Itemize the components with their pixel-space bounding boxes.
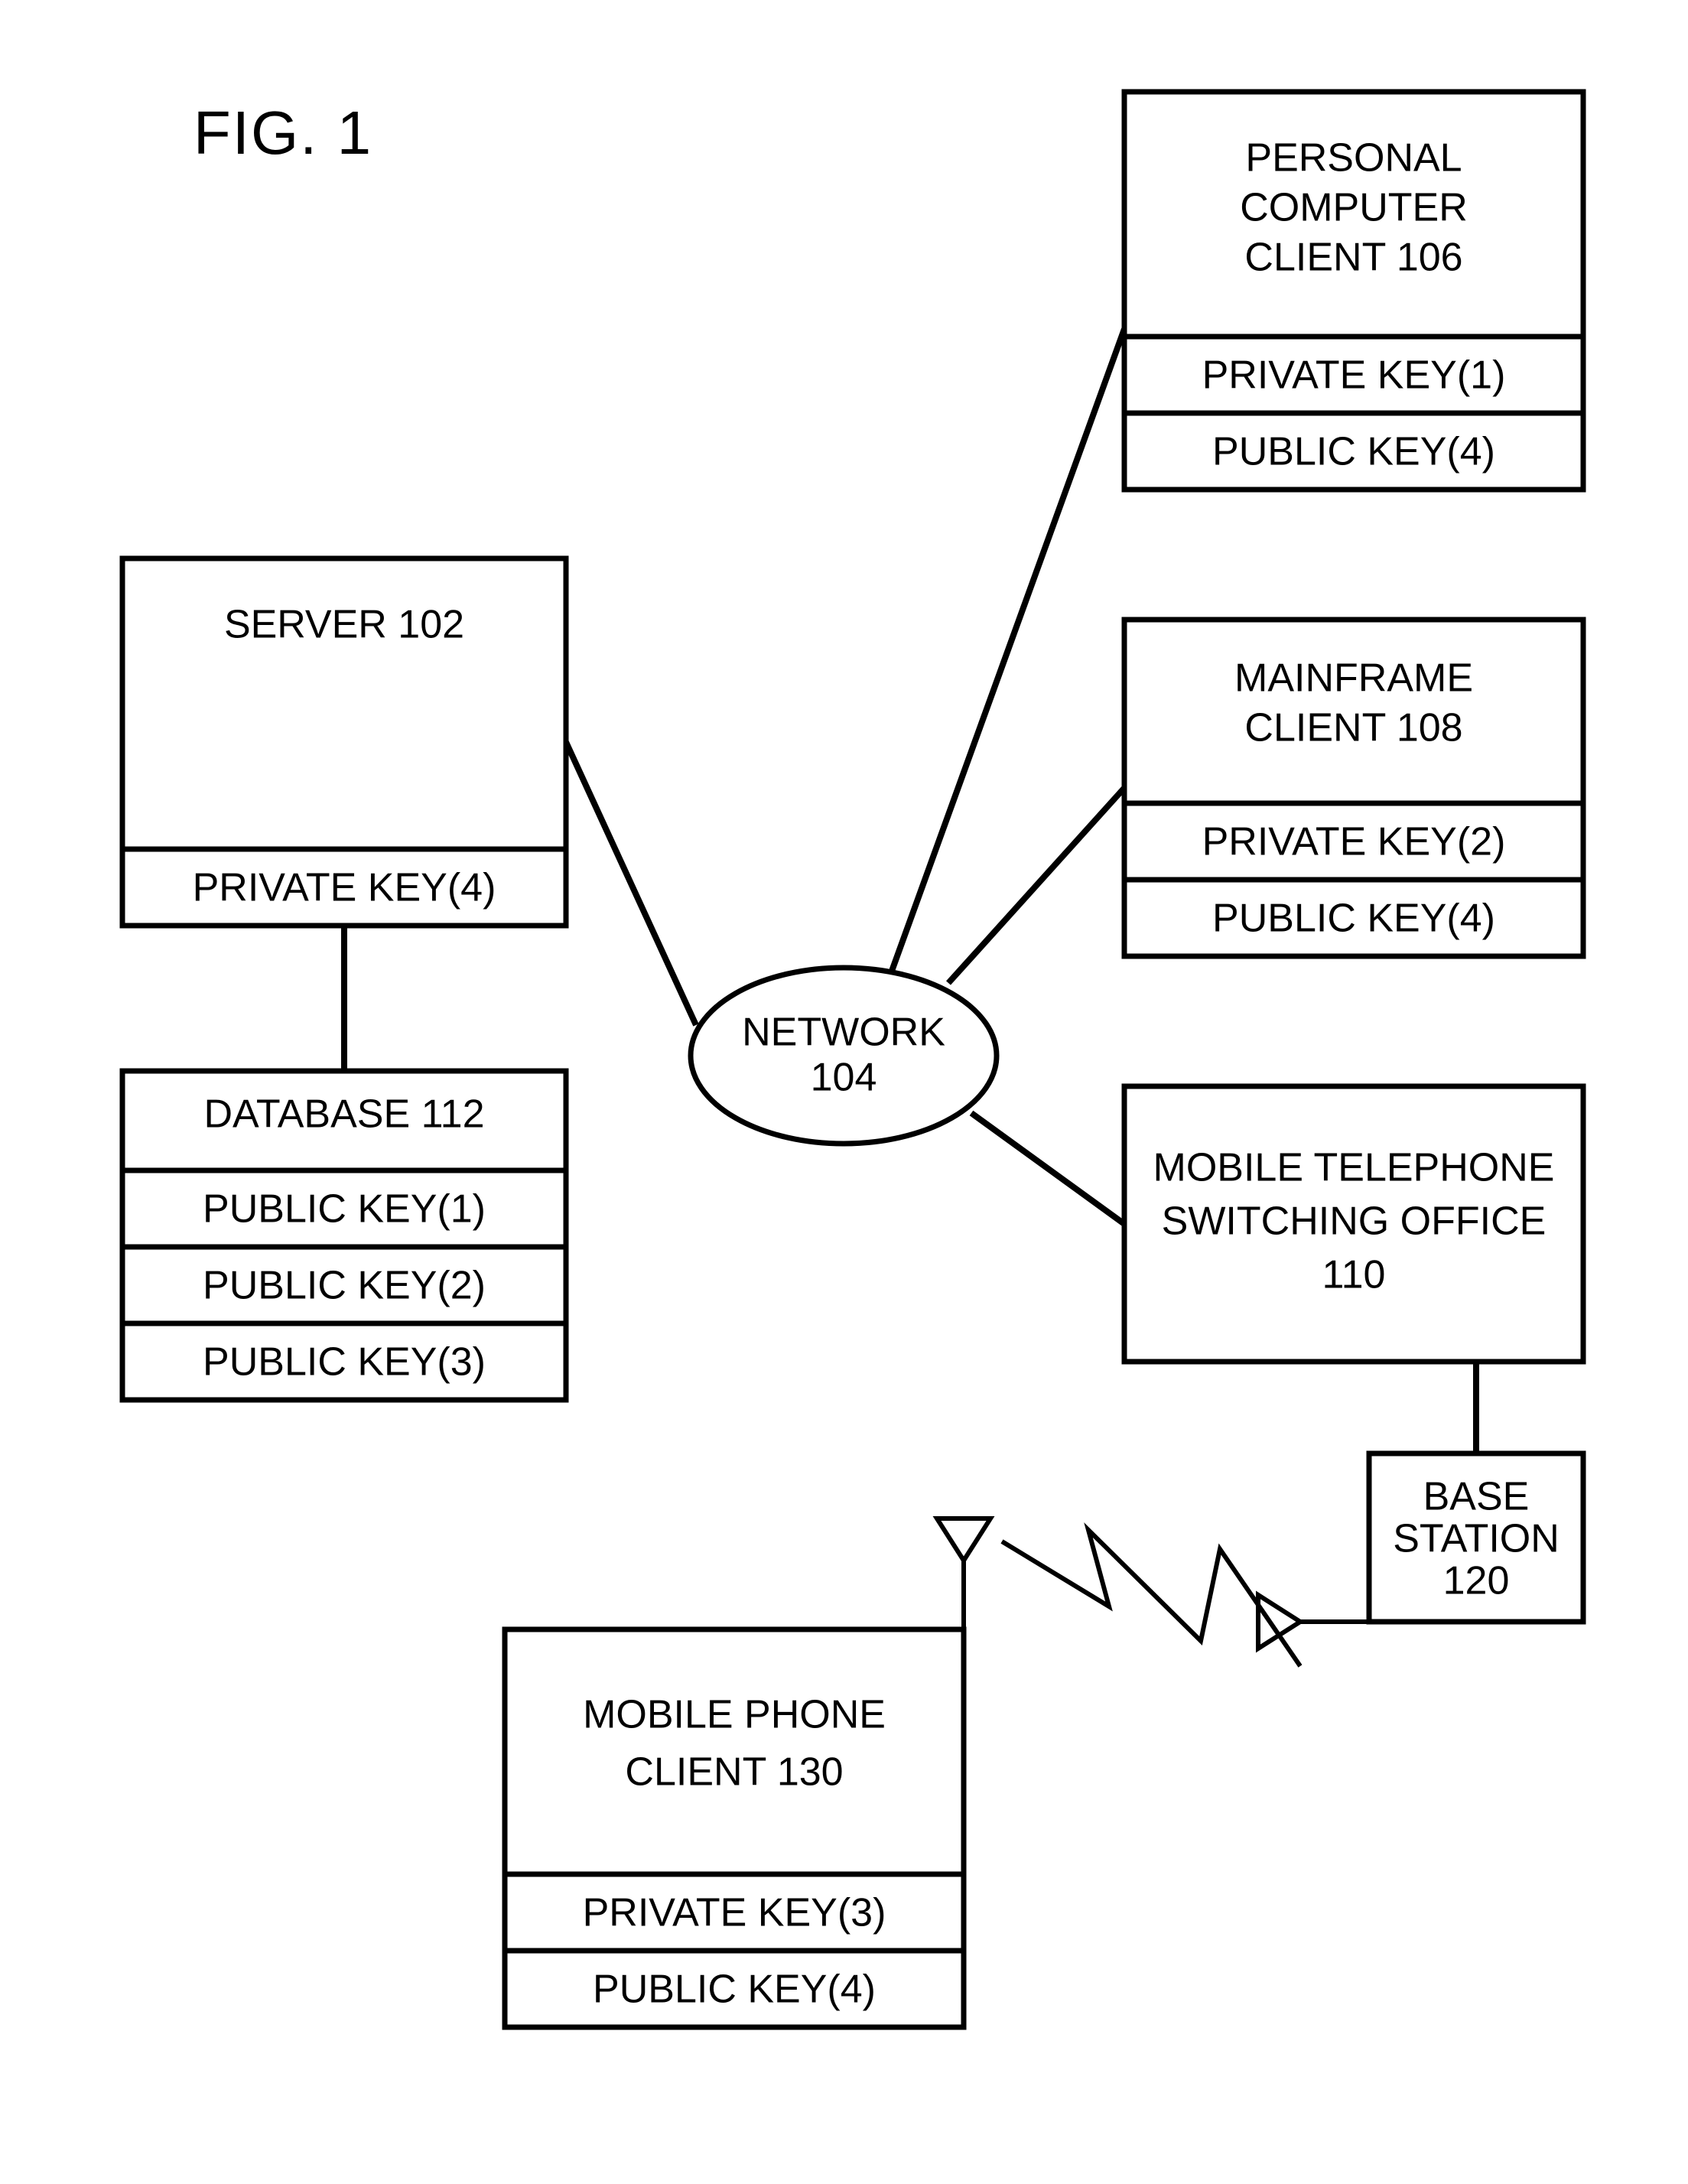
figure-label: FIG. 1	[194, 99, 372, 167]
node-mtso-label-2: 110	[1322, 1253, 1386, 1297]
node-base_station: BASESTATION120	[1369, 1453, 1583, 1622]
node-mobile_phone-row-0: PRIVATE KEY(3)	[583, 1891, 886, 1935]
node-base_station-label-0: BASE	[1423, 1475, 1530, 1519]
node-network-label-0: NETWORK	[742, 1011, 945, 1055]
node-mtso: MOBILE TELEPHONE SWITCHING OFFICE 110	[1124, 1086, 1583, 1362]
antenna-mobile-phone	[937, 1518, 990, 1629]
node-mainframe-label-0: MAINFRAME	[1234, 656, 1473, 701]
node-mtso-label-1: SWITCHING OFFICE	[1162, 1199, 1547, 1244]
node-pc_client-label-1: COMPUTER	[1240, 186, 1468, 230]
edge-2	[891, 329, 1124, 973]
node-mainframe: MAINFRAME CLIENT 108 PRIVATE KEY(2) PUBLIC …	[1124, 620, 1583, 956]
node-pc_client-row-0: PRIVATE KEY(1)	[1202, 353, 1506, 398]
edge-4	[971, 1113, 1124, 1224]
node-server-row-0: PRIVATE KEY(4)	[193, 866, 496, 910]
node-pc_client-label-2: CLIENT 106	[1244, 236, 1462, 280]
node-mainframe-label-1: CLIENT 108	[1244, 706, 1462, 750]
antenna-base-station	[1258, 1595, 1369, 1649]
node-server-label-0: SERVER 102	[224, 603, 464, 647]
node-base_station-label-2: 120	[1443, 1559, 1510, 1603]
node-network-label-1: 104	[811, 1056, 877, 1100]
node-database-label-0: DATABASE 112	[203, 1092, 484, 1137]
node-mainframe-row-0: PRIVATE KEY(2)	[1202, 820, 1506, 864]
wireless-zigzag	[1002, 1530, 1300, 1666]
node-mtso-label-0: MOBILE TELEPHONE	[1153, 1146, 1555, 1190]
node-mobile_phone: MOBILE PHONE CLIENT 130 PRIVATE KEY(3) PUBL…	[505, 1629, 964, 2027]
node-mobile_phone-label-0: MOBILE PHONE	[583, 1693, 886, 1737]
edge-3	[948, 788, 1124, 983]
node-mobile_phone-row-1: PUBLIC KEY(4)	[593, 1968, 876, 2012]
node-mainframe-row-1: PUBLIC KEY(4)	[1212, 897, 1495, 941]
node-database-row-2: PUBLIC KEY(3)	[203, 1340, 486, 1385]
node-database-row-1: PUBLIC KEY(2)	[203, 1264, 486, 1308]
svg-text:FIG. 1: FIG. 1	[194, 99, 372, 167]
node-mobile_phone-label-1: CLIENT 130	[625, 1750, 843, 1795]
node-server: SERVER 102 PRIVATE KEY(4)	[122, 558, 566, 926]
node-base_station-label-1: STATION	[1393, 1517, 1560, 1561]
node-pc_client-row-1: PUBLIC KEY(4)	[1212, 430, 1495, 474]
edge-0	[566, 742, 696, 1025]
node-network: NETWORK104	[691, 968, 997, 1144]
node-database-row-0: PUBLIC KEY(1)	[203, 1187, 486, 1232]
node-pc_client-label-0: PERSONAL	[1245, 136, 1462, 181]
node-database: DATABASE 112 PUBLIC KEY(1) PUBLIC KEY(2) PU…	[122, 1071, 566, 1400]
node-pc_client: PERSONAL COMPUTER CLIENT 106 PRIVATE KEY(1)…	[1124, 92, 1583, 490]
wireless-link	[937, 1518, 1369, 1666]
